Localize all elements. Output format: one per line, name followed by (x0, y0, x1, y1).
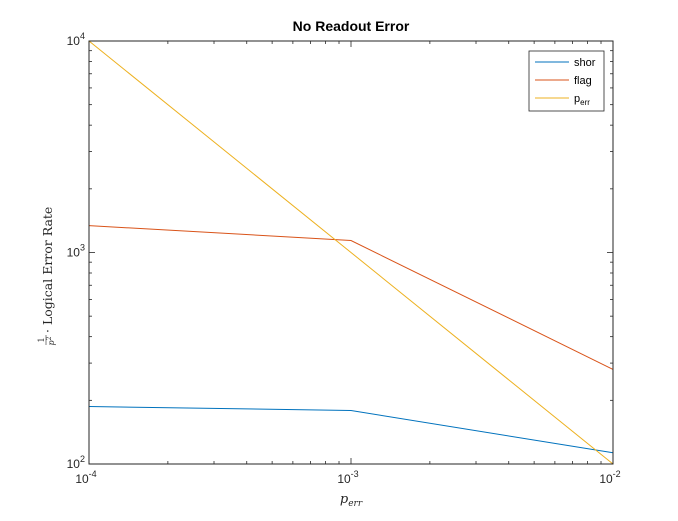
series-line-2 (88, 40, 614, 465)
legend-label-0: shor (574, 57, 596, 69)
y-axis-label: 1 p2 · Logical Error Rate (37, 207, 56, 346)
x-axis-label-sub: err (348, 499, 363, 509)
y-tick-label-2: 104 (67, 31, 85, 48)
y-tick-label-base: 10 (67, 457, 81, 471)
y-tick-label-exp: 4 (80, 31, 85, 41)
x-tick-label-base: 10 (337, 472, 351, 486)
axes-box (88, 40, 614, 465)
x-tick-label-base: 10 (75, 472, 89, 486)
legend-label-main: p (574, 93, 580, 105)
legend-box (528, 50, 605, 112)
x-tick-label-exp: -2 (613, 469, 621, 479)
y-axis-label-text: · Logical Error Rate (40, 207, 55, 333)
legend-label-2: perr (574, 93, 590, 107)
legend-label-main: flag (574, 75, 592, 87)
legend-label-sub: err (580, 98, 590, 107)
x-tick-label-1: 10-3 (337, 469, 358, 486)
y-axis-label-frac-den-exp: 2 (46, 336, 53, 340)
x-tick-label-exp: -3 (351, 469, 359, 479)
y-axis-label-frac-num: 1 (37, 337, 46, 342)
x-axis-label-main: p (340, 492, 349, 507)
y-axis-label-frac-den: p2 (46, 336, 56, 345)
legend-label-1: flag (574, 75, 592, 87)
x-axis-label: perr (340, 492, 363, 509)
y-tick-label-0: 102 (67, 454, 85, 471)
series-line-1 (88, 225, 614, 370)
x-tick-label-base: 10 (599, 472, 613, 486)
series-line-0 (88, 406, 614, 454)
y-tick-label-base: 10 (67, 34, 81, 48)
y-tick-label-base: 10 (67, 246, 81, 260)
x-tick-label-2: 10-2 (599, 469, 620, 486)
series-layer (88, 40, 614, 465)
legend-label-main: shor (574, 57, 596, 69)
y-tick-label-exp: 2 (80, 454, 85, 464)
legend[interactable]: shor flag perr (528, 50, 605, 112)
legend-items: shor flag perr (535, 57, 596, 107)
chart-title: No Readout Error (293, 18, 410, 34)
y-axis-label-frac-den-base: p (47, 340, 56, 345)
y-tick-label-1: 103 (67, 243, 85, 260)
x-tick-label-exp: -4 (89, 469, 97, 479)
x-tick-label-0: 10-4 (75, 469, 96, 486)
y-tick-label-exp: 3 (80, 243, 85, 253)
